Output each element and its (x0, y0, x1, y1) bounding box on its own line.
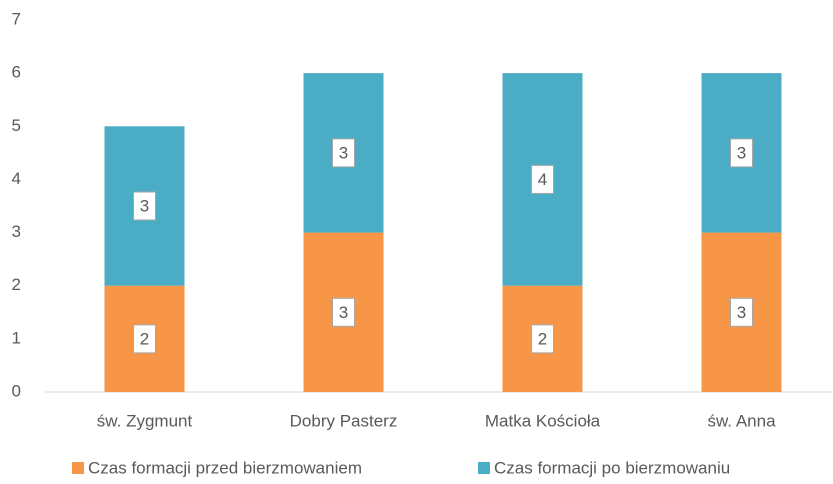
data-label-box (133, 324, 156, 354)
data-label: 2 (140, 329, 149, 348)
y-tick-label: 1 (12, 328, 21, 347)
data-label-box (531, 324, 554, 354)
x-tick-label: Dobry Pasterz (290, 411, 398, 430)
x-tick-label: św. Anna (707, 411, 776, 430)
data-label: 3 (737, 143, 746, 162)
data-label: 2 (538, 329, 547, 348)
data-label-box (332, 138, 355, 168)
data-label-box (730, 138, 753, 168)
data-label: 3 (737, 303, 746, 322)
y-tick-label: 6 (12, 63, 21, 82)
y-tick-label: 4 (12, 169, 21, 188)
data-label-box (332, 297, 355, 327)
legend-swatch (72, 462, 84, 474)
legend-label: Czas formacji przed bierzmowaniem (88, 458, 362, 477)
y-tick-label: 0 (12, 381, 21, 400)
data-label: 3 (339, 303, 348, 322)
data-label: 3 (339, 143, 348, 162)
y-tick-label: 7 (12, 9, 21, 28)
y-tick-label: 3 (12, 222, 21, 241)
x-tick-label: Matka Kościoła (485, 411, 601, 430)
legend-label: Czas formacji po bierzmowaniu (494, 458, 730, 477)
legend-swatch (478, 462, 490, 474)
y-tick-label: 5 (12, 116, 21, 135)
data-label: 4 (538, 170, 547, 189)
y-tick-label: 2 (12, 275, 21, 294)
data-label-box (133, 191, 156, 221)
x-tick-label: św. Zygmunt (97, 411, 193, 430)
data-label-box (531, 164, 554, 194)
data-label: 3 (140, 196, 149, 215)
data-label-box (730, 297, 753, 327)
